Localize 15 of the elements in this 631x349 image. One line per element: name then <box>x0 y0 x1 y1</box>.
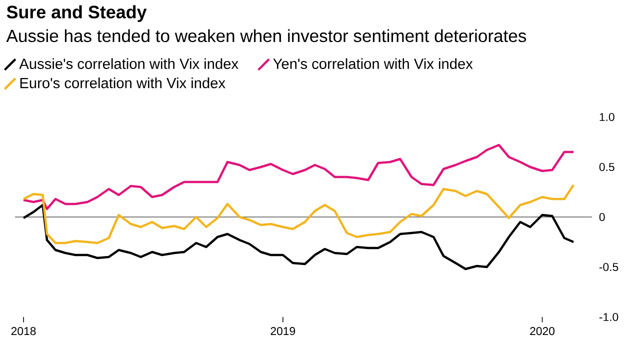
y-tick-label: 0.5 <box>599 162 614 172</box>
line-series <box>22 184 575 244</box>
x-tick-label: 2019 <box>270 327 296 336</box>
x-tick-label: 2018 <box>11 327 36 336</box>
legend-label: Yen's correlation with Vix index <box>273 58 473 69</box>
chart-title: Sure and Steady <box>6 5 147 22</box>
y-tick-label: -0.5 <box>599 262 618 272</box>
y-tick-label: 1.0 <box>600 112 614 122</box>
legend-label: Euro's correlation with Vix index <box>20 77 226 88</box>
y-tick-label: 0 <box>599 212 605 222</box>
y-tick-label: -1.0 <box>599 312 618 322</box>
chart-subtitle: Aussie has tended to weaken when investor sentiment deteriorates <box>6 29 526 42</box>
x-tick-label: 2020 <box>530 327 555 336</box>
legend-label: Aussie's correlation with Vix index <box>19 58 238 69</box>
line-series <box>22 204 575 270</box>
